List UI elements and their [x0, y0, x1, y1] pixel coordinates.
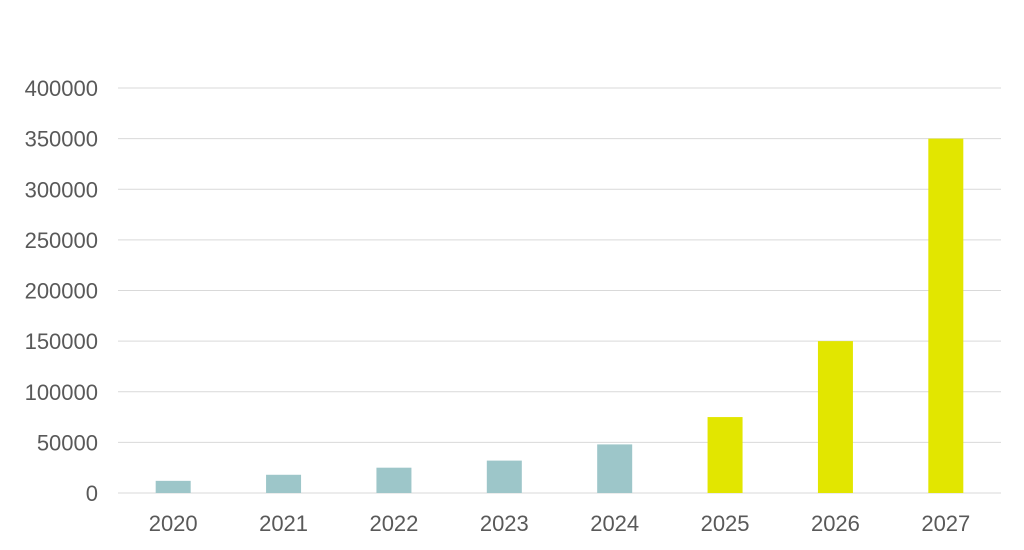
y-tick-label: 100000 [25, 380, 98, 405]
y-tick-label: 400000 [25, 76, 98, 101]
y-tick-label: 150000 [25, 329, 98, 354]
bar-2024 [597, 444, 633, 493]
x-tick-label-2026: 2026 [811, 511, 860, 536]
bar-2020 [155, 480, 191, 493]
x-tick-label-2025: 2025 [701, 511, 750, 536]
y-tick-label: 200000 [25, 279, 98, 304]
y-tick-label: 50000 [37, 430, 98, 455]
y-tick-label: 350000 [25, 127, 98, 152]
x-tick-label-2021: 2021 [259, 511, 308, 536]
bar-2026 [817, 341, 853, 493]
bar-2023 [486, 460, 522, 493]
bar-2021 [266, 474, 302, 493]
gridlines [118, 87, 1001, 494]
bar-2022 [376, 467, 412, 493]
x-axis-tick-labels: 2020 2021 2022 2023 2024 2025 2026 2027 [149, 511, 971, 536]
bars [155, 138, 964, 493]
y-tick-label: 250000 [25, 228, 98, 253]
y-tick-label: 0 [86, 481, 98, 506]
y-tick-label: 300000 [25, 177, 98, 202]
x-tick-label-2020: 2020 [149, 511, 198, 536]
bar-2027 [928, 138, 964, 493]
x-tick-label-2022: 2022 [369, 511, 418, 536]
bar-2025 [707, 417, 743, 493]
y-axis-tick-labels: 0 50000 100000 150000 200000 250000 300000 3500… [25, 76, 98, 506]
x-tick-label-2023: 2023 [480, 511, 529, 536]
x-tick-label-2024: 2024 [590, 511, 639, 536]
x-tick-label-2027: 2027 [921, 511, 970, 536]
